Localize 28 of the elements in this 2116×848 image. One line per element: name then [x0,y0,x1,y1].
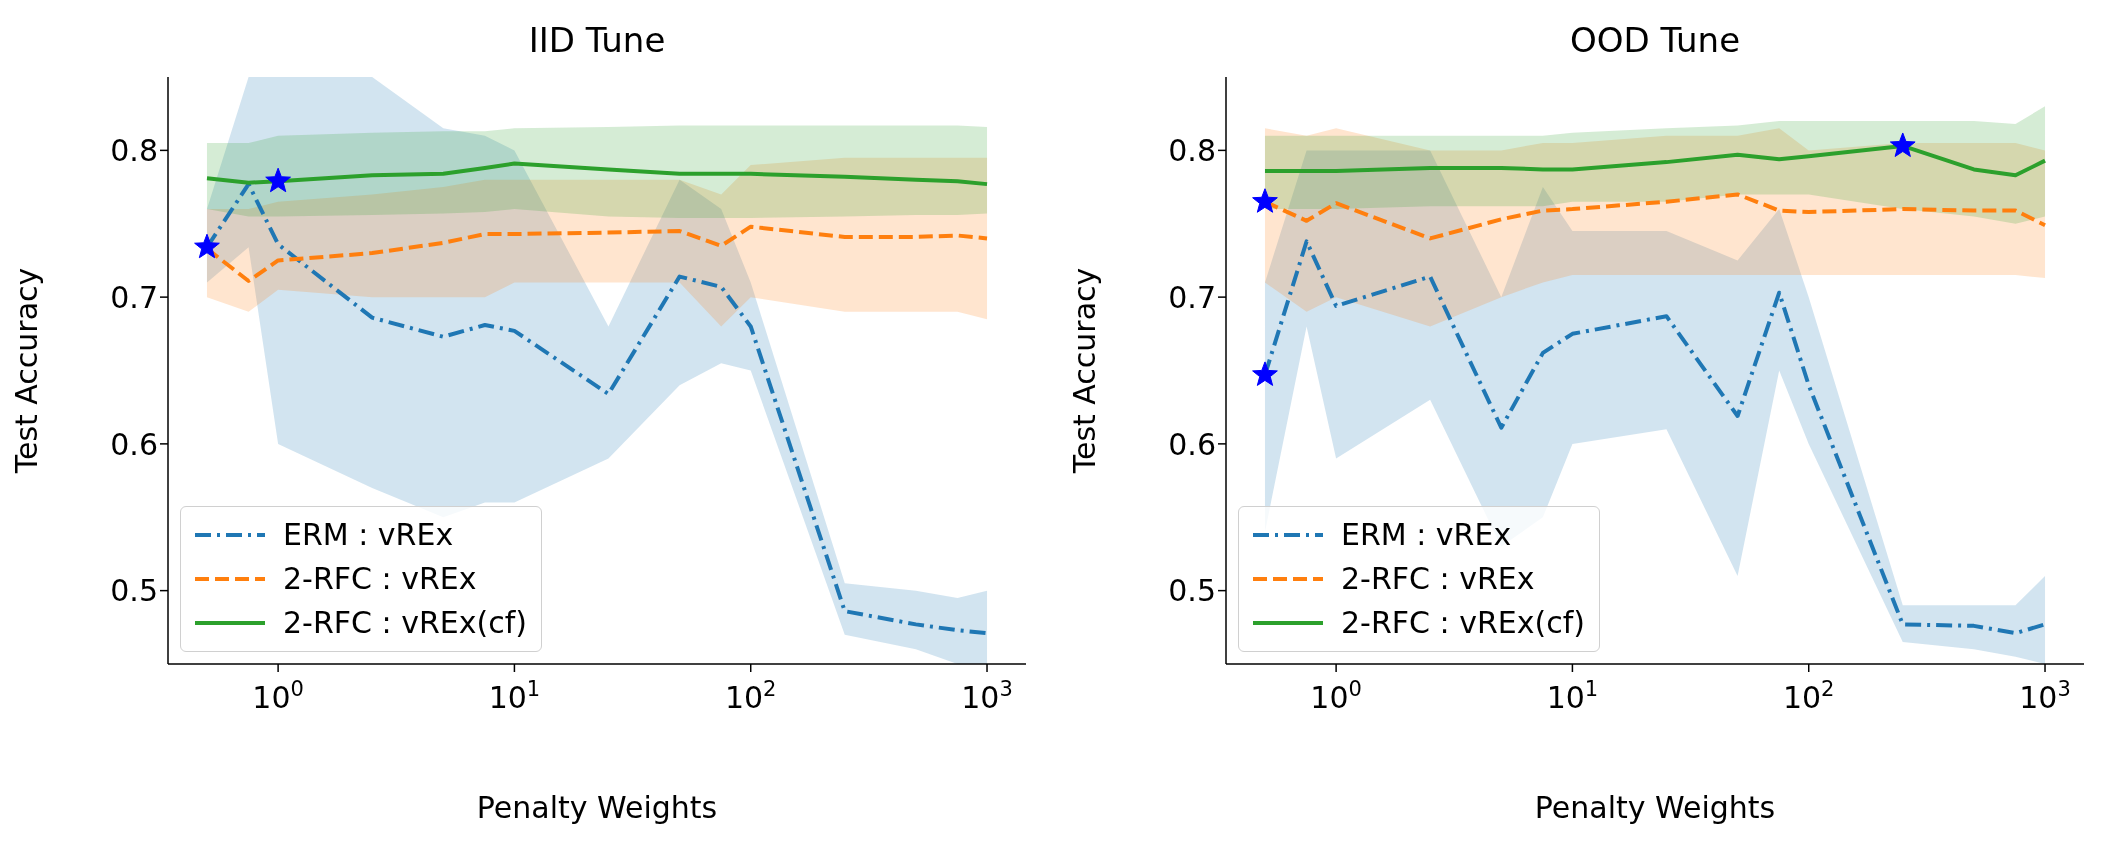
y-tick-label: 0.6 [1168,426,1216,462]
y-tick-label: 0.5 [110,573,158,609]
x-axis-title: Penalty Weights [1533,790,1777,825]
legend-label: ERM : vREx [283,516,454,554]
x-tick-label: 10$^{2}$ [1782,677,1835,715]
chart-title: IID Tune [527,20,667,60]
x-tick-label: 10$^{1}$ [1546,677,1599,715]
x-tick-label: 10$^{3}$ [2019,677,2071,715]
legend-label: 2-RFC : vREx [283,560,477,598]
legend-label: 2-RFC : vREx(cf) [1341,604,1585,642]
legend-label: ERM : vREx [1341,516,1512,554]
x-tick-label: 10$^{0}$ [1310,677,1362,715]
y-tick-label: 0.8 [110,133,158,169]
x-tick-label: 10$^{0}$ [252,677,304,715]
y-tick-label: 0.7 [110,279,158,315]
x-tick-label: 10$^{3}$ [961,677,1013,715]
y-axis-title: Test Accuracy [1066,267,1102,475]
x-tick-label: 10$^{1}$ [488,677,541,715]
legend-label: 2-RFC : vREx(cf) [283,604,527,642]
legend-label: 2-RFC : vREx [1341,560,1535,598]
x-axis-title: Penalty Weights [475,790,719,825]
y-tick-label: 0.6 [110,426,158,462]
chart-title: OOD Tune [1568,20,1742,60]
y-tick-label: 0.7 [1168,279,1216,315]
y-tick-label: 0.5 [1168,573,1216,609]
y-axis-title: Test Accuracy [8,267,44,475]
y-tick-label: 0.8 [1168,133,1216,169]
x-tick-label: 10$^{2}$ [724,677,777,715]
